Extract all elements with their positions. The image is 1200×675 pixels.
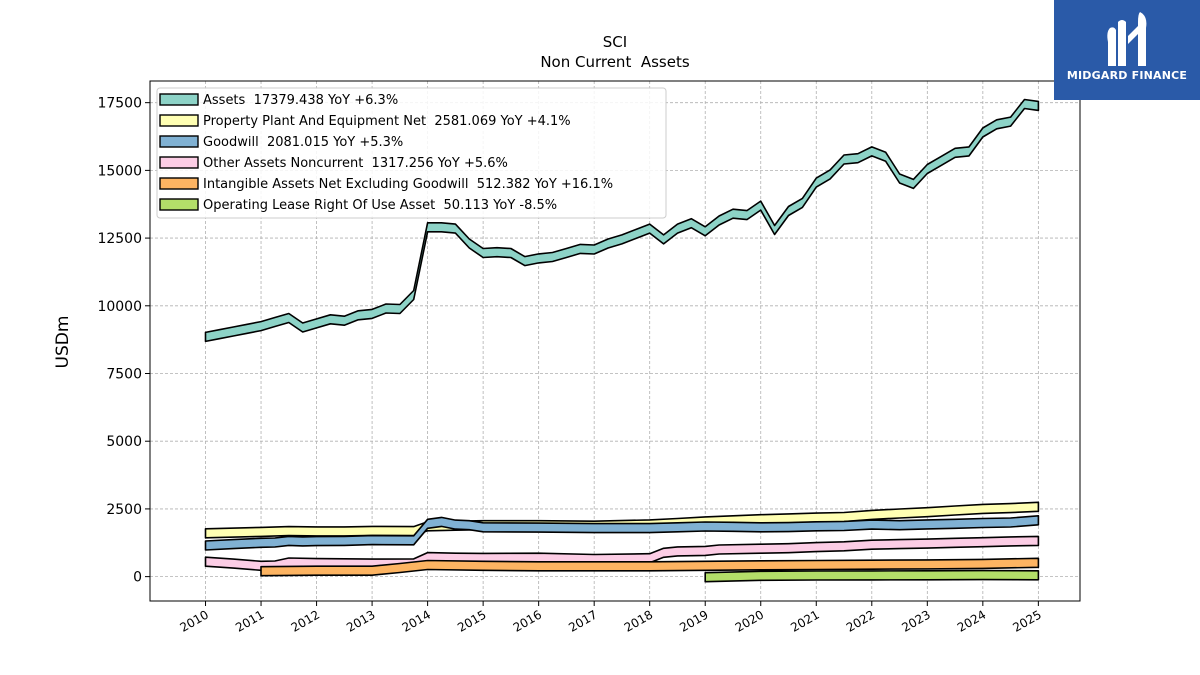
y-tick-label: 10000 (97, 299, 142, 315)
legend-label: Other Assets Noncurrent 1317.256 YoY +5.… (203, 156, 508, 171)
x-axis: 2010 2011 2012 2013 2014 2015 2016 2017 2018 2019… (178, 601, 1044, 635)
y-tick-label: 12500 (97, 231, 142, 247)
x-tick-label: 2021 (788, 607, 821, 634)
plot-frame (149, 80, 1081, 602)
series-band (204, 98, 1040, 343)
y-tick-label: 15000 (97, 163, 142, 179)
x-tick-label: 2010 (178, 607, 211, 634)
legend-label: Operating Lease Right Of Use Asset 50.11… (203, 198, 557, 213)
series-band (204, 501, 1040, 539)
chart-title: SCI (603, 33, 627, 51)
x-tick-label: 2020 (733, 607, 766, 634)
y-axis: 0 2500 5000 7500 10000 12500 15000 17500 (97, 96, 150, 586)
y-axis-label: USDm (53, 316, 73, 369)
x-tick-label: 2015 (455, 607, 488, 634)
legend-label: Property Plant And Equipment Net 2581.06… (203, 114, 571, 129)
legend-box (156, 87, 667, 219)
midgard-finance-logo-icon (1107, 12, 1147, 66)
x-tick-label: 2012 (289, 607, 322, 634)
x-tick-label: 2017 (566, 607, 599, 634)
x-tick-label: 2016 (511, 607, 544, 634)
series-layer (204, 98, 1040, 583)
legend-swatch (159, 93, 199, 106)
x-tick-label: 2018 (622, 607, 655, 634)
y-tick-label: 5000 (106, 434, 142, 450)
legend-swatch (159, 177, 199, 190)
chart-subtitle: Non Current Assets (540, 53, 690, 71)
series-band (704, 569, 1040, 583)
legend-swatch (159, 198, 199, 211)
x-tick-label: 2011 (233, 607, 266, 634)
legend-swatch (159, 135, 199, 148)
y-tick-label: 7500 (106, 367, 142, 383)
legend-label: Goodwill 2081.015 YoY +5.3% (203, 135, 403, 150)
series-band (260, 557, 1040, 577)
x-tick-label: 2013 (344, 607, 377, 634)
x-tick-label: 2014 (400, 607, 433, 634)
y-tick-label: 17500 (97, 96, 142, 112)
x-tick-label: 2023 (899, 607, 932, 634)
legend-swatch (159, 114, 199, 127)
x-tick-label: 2022 (844, 607, 877, 634)
logo-text: MIDGARD FINANCE (1066, 69, 1188, 82)
series-band (204, 514, 1040, 551)
series-property-plant-and-equipment-net (204, 501, 1040, 539)
y-tick-label: 2500 (106, 502, 142, 518)
series-intangible-assets-net-excluding-goodwill (260, 557, 1040, 577)
x-tick-label: 2025 (1010, 607, 1043, 634)
series-assets (204, 98, 1040, 343)
y-tick-label: 0 (133, 570, 142, 586)
legend-swatch (159, 156, 199, 169)
legend-label: Intangible Assets Net Excluding Goodwill… (203, 177, 613, 192)
x-tick-label: 2019 (677, 607, 710, 634)
legend: Assets 17379.438 YoY +6.3% Property Plant… (156, 87, 667, 219)
series-operating-lease-right-of-use-asset (704, 569, 1040, 583)
midgard-finance-logo: MIDGARD FINANCE (1054, 0, 1200, 100)
x-tick-label: 2024 (955, 607, 988, 634)
series-goodwill (204, 514, 1040, 551)
legend-label: Assets 17379.438 YoY +6.3% (203, 93, 398, 108)
